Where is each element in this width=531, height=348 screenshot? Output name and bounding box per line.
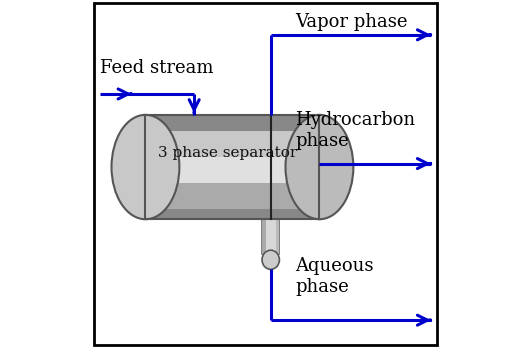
Bar — [145, 183, 320, 209]
FancyBboxPatch shape — [95, 3, 436, 345]
Text: Vapor phase: Vapor phase — [295, 13, 408, 31]
Bar — [276, 219, 279, 254]
Ellipse shape — [286, 115, 353, 219]
Bar — [145, 157, 320, 183]
Bar — [262, 219, 266, 254]
Bar — [145, 115, 320, 130]
Bar — [262, 219, 279, 254]
Ellipse shape — [112, 115, 179, 219]
Bar — [145, 115, 320, 219]
Text: Feed stream: Feed stream — [100, 58, 213, 77]
Bar — [145, 130, 320, 157]
Text: Hydrocarbon
phase: Hydrocarbon phase — [295, 111, 415, 150]
Text: Aqueous
phase: Aqueous phase — [295, 257, 374, 296]
Text: 3 phase separator: 3 phase separator — [158, 146, 297, 160]
Ellipse shape — [262, 250, 279, 269]
Bar — [145, 209, 320, 219]
